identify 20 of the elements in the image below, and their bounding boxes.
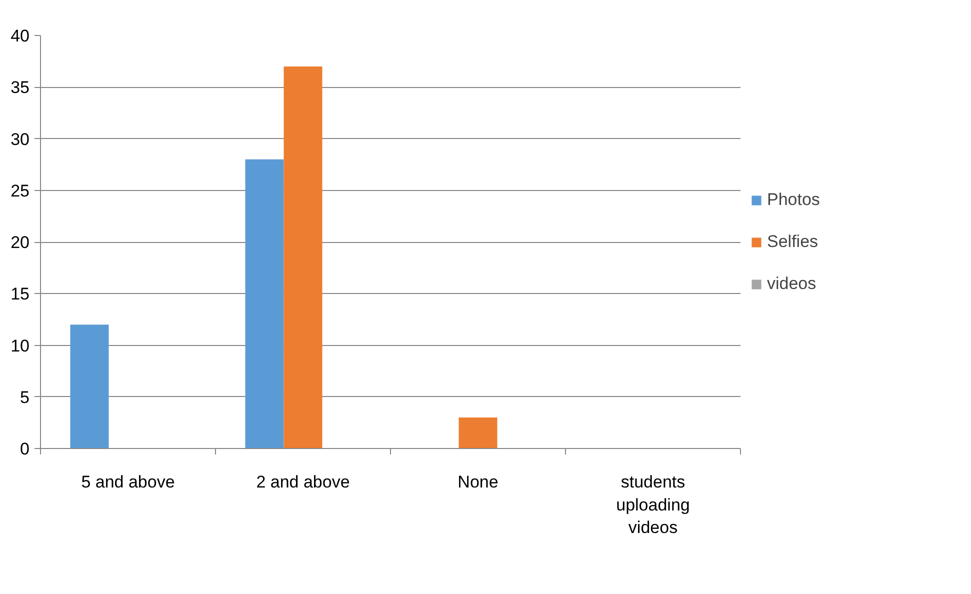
y-tick-label: 40 — [10, 26, 30, 46]
bar — [284, 66, 322, 448]
y-tick-label: 10 — [10, 336, 30, 356]
legend-label: videos — [767, 274, 816, 294]
legend-label: Photos — [767, 190, 820, 210]
y-tick-label: 30 — [10, 130, 30, 149]
y-tick-label: 20 — [10, 233, 30, 252]
x-tick-label: 2 and above — [256, 472, 350, 492]
bar — [458, 418, 498, 448]
x-tick-label: students uploading videos — [616, 472, 690, 538]
y-tick-label: 25 — [10, 181, 30, 200]
legend-label: Selfies — [767, 232, 818, 252]
bar — [70, 324, 109, 448]
y-tick-label: 35 — [10, 78, 30, 98]
y-tick-label: 5 — [20, 388, 30, 407]
y-tick-label: 0 — [20, 440, 30, 458]
y-tick-label: 15 — [10, 284, 30, 304]
bar — [245, 159, 284, 448]
x-tick-label: 5 and above — [81, 472, 175, 492]
x-tick-label: None — [458, 472, 498, 492]
